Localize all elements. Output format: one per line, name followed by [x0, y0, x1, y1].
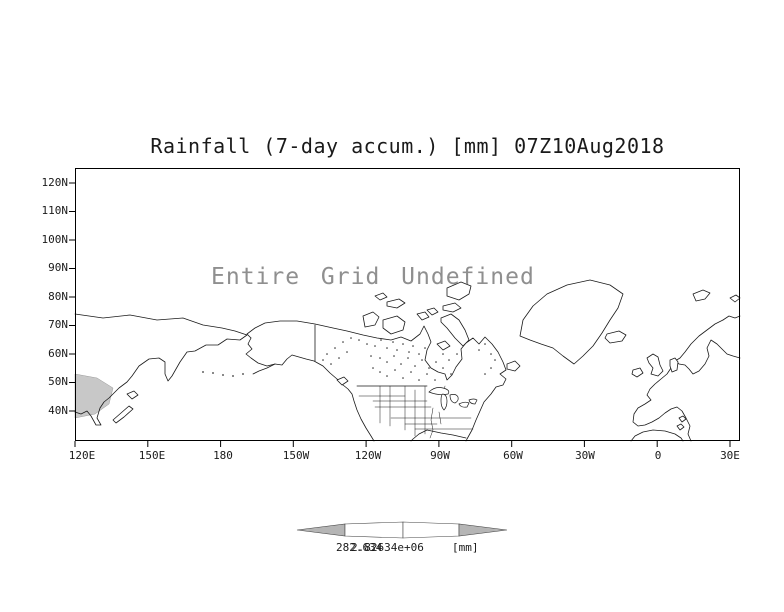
y-tick-label: 110N — [41, 204, 69, 217]
colorbar-units-label: [mm] — [452, 541, 479, 554]
island-hokkaido — [126, 390, 139, 400]
coastline-alaska-peninsula — [252, 363, 276, 375]
island-princeofwales — [426, 307, 439, 316]
x-tick-label: 30W — [575, 449, 595, 462]
x-tick-label: 0 — [654, 449, 662, 462]
shaded-region — [74, 373, 114, 419]
island-svalbard — [692, 289, 711, 302]
y-tick-label: 90N — [48, 261, 68, 274]
coastline-northamerica-west — [245, 337, 375, 442]
colorbar-segment — [344, 521, 404, 539]
island-greatbritain — [646, 353, 664, 377]
great-lakes — [428, 387, 478, 411]
undefined-grid-annotation: Entire Grid Undefined — [211, 264, 535, 290]
colorbar-max-label: 2.82634e+06 — [351, 541, 424, 554]
coastline-northamerica-east — [246, 320, 507, 442]
coastline-gulf — [410, 429, 467, 442]
island-baffin — [440, 313, 470, 347]
island-melville — [386, 298, 406, 309]
colorbar-left-arrow — [296, 523, 346, 537]
island-ireland — [631, 367, 644, 378]
colorbar-right-arrow — [458, 523, 508, 537]
island-princepatrick — [374, 292, 388, 301]
lake-speckles — [322, 337, 496, 381]
island-devon — [442, 302, 462, 313]
island-somerset — [416, 311, 430, 321]
island-ellesmere — [446, 281, 472, 301]
y-tick-label: 120N — [41, 176, 69, 189]
island-corsica — [678, 415, 687, 423]
y-tick-label: 50N — [48, 375, 68, 388]
island-southampton — [436, 340, 451, 351]
island-jutland — [669, 357, 679, 373]
island-banks — [362, 311, 380, 328]
x-tick-label: 180 — [213, 449, 233, 462]
island-victoria — [382, 315, 406, 335]
y-tick-label: 60N — [48, 347, 68, 360]
x-tick-label: 150E — [138, 449, 166, 462]
plot-title: Rainfall (7-day accum.) [mm] 07Z10Aug201… — [150, 134, 665, 158]
island-newfoundland — [506, 360, 521, 372]
map-plot — [69, 168, 741, 447]
coastline-scandinavia — [674, 319, 741, 375]
colorbar-min-label: 282.634 — [336, 541, 383, 554]
x-tick-label: 90W — [430, 449, 450, 462]
x-tick-label: 120W — [354, 449, 382, 462]
colorbar — [296, 521, 508, 539]
x-tick-label: 120E — [68, 449, 96, 462]
island-sardinia — [676, 423, 685, 431]
coastline-kola — [722, 315, 741, 321]
x-tick-label: 60W — [503, 449, 523, 462]
x-tick-label: 150W — [282, 449, 310, 462]
y-axis-ticks — [69, 182, 75, 412]
island-franzjosef — [729, 294, 741, 303]
coastline-europe — [632, 367, 692, 442]
y-tick-label: 70N — [48, 318, 68, 331]
x-axis-ticks — [74, 441, 731, 447]
y-tick-label: 40N — [48, 404, 68, 417]
y-tick-label: 100N — [41, 233, 69, 246]
coastline-africa — [630, 429, 684, 442]
x-tick-label: 30E — [720, 449, 740, 462]
island-honshu — [112, 405, 134, 424]
island-iceland — [604, 330, 627, 344]
plot-frame — [75, 168, 740, 441]
state-boundaries — [358, 385, 474, 439]
coastline-asia — [74, 313, 248, 426]
island-greenland — [519, 279, 624, 365]
colorbar-segment — [402, 521, 460, 539]
aleutian-islands — [202, 371, 244, 377]
island-vancouver — [336, 376, 349, 386]
y-tick-label: 80N — [48, 290, 68, 303]
